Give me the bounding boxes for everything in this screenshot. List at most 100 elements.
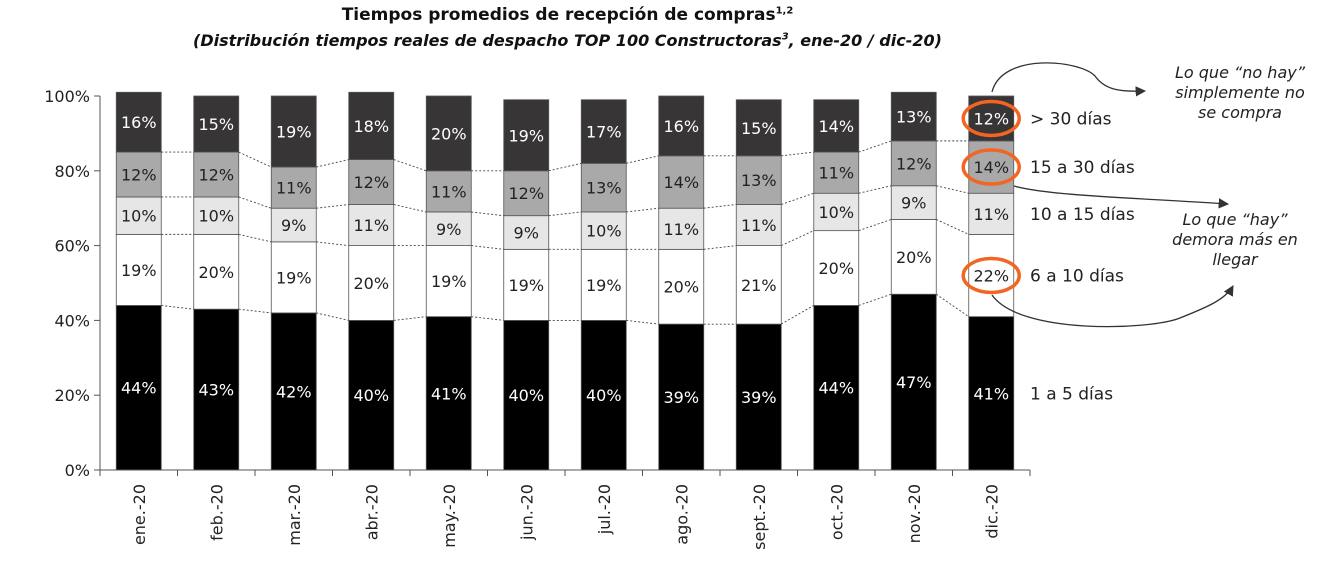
y-tick-label: 20% xyxy=(54,386,90,405)
highlight-ellipse xyxy=(961,148,1021,186)
bar-segment xyxy=(735,155,782,205)
connector-line xyxy=(936,219,969,235)
bar-segment xyxy=(503,248,550,321)
y-tick-label: 0% xyxy=(65,461,90,480)
data-label: 11% xyxy=(818,164,854,183)
data-label: 9% xyxy=(436,220,461,239)
data-label: 19% xyxy=(276,123,312,142)
bar-segment xyxy=(348,204,395,247)
data-label: 20% xyxy=(198,263,234,282)
data-label: 19% xyxy=(586,276,622,295)
bar-segment xyxy=(115,196,162,235)
chart-subtitle: (Distribución tiempos reales de despacho… xyxy=(193,31,942,50)
bar-segment xyxy=(193,196,240,235)
data-label: 9% xyxy=(901,194,926,213)
connector-line xyxy=(393,159,427,172)
bar-segment xyxy=(890,140,937,187)
x-tick-label: jul.-20 xyxy=(595,484,614,535)
connector-line xyxy=(548,211,582,217)
bar-segment xyxy=(580,211,627,250)
bar-segment xyxy=(503,170,550,217)
data-label: 13% xyxy=(586,179,622,198)
bar-segment xyxy=(193,95,240,153)
bar-segment xyxy=(270,241,317,314)
connector-line xyxy=(316,312,349,321)
bar-segment xyxy=(580,99,627,164)
data-label: 16% xyxy=(663,117,699,136)
data-label: 19% xyxy=(431,272,467,291)
connector-line xyxy=(471,211,504,217)
bar-segment xyxy=(968,192,1015,235)
data-label: 39% xyxy=(663,388,699,407)
bar-segment xyxy=(348,245,395,321)
connector-line xyxy=(161,304,194,310)
x-tick-label: sept.-20 xyxy=(750,484,769,550)
bar-segment xyxy=(115,305,162,471)
bar-segment xyxy=(890,219,937,295)
bar-segment xyxy=(115,151,162,198)
bar-segment xyxy=(193,151,240,198)
y-tick-label: 60% xyxy=(54,237,90,256)
x-tick-label: dic.-20 xyxy=(982,484,1001,539)
connector-line xyxy=(935,293,970,318)
connector-line xyxy=(548,162,582,172)
data-label: 11% xyxy=(663,220,699,239)
connector-line xyxy=(781,192,814,205)
data-label: 18% xyxy=(353,117,389,136)
x-tick-label: may.-20 xyxy=(440,484,459,548)
connector-line xyxy=(316,159,349,168)
bar-segment xyxy=(193,233,240,310)
data-label: 19% xyxy=(276,268,312,287)
bar-segment xyxy=(270,95,317,168)
bar-segment xyxy=(425,245,472,318)
bar-segment xyxy=(968,233,1015,318)
data-label: 10% xyxy=(586,222,622,241)
data-label: 20% xyxy=(663,278,699,297)
legend-label: 15 a 30 días xyxy=(1030,158,1135,178)
bar-segment xyxy=(658,207,705,250)
data-label: 10% xyxy=(121,207,157,226)
data-label: 22% xyxy=(973,267,1009,286)
arrow-top-annotation xyxy=(991,62,1147,97)
data-label: 44% xyxy=(121,379,157,398)
bar-segment xyxy=(115,91,162,153)
bar-segment xyxy=(658,155,705,209)
bar-segment xyxy=(503,99,550,172)
data-label: 12% xyxy=(973,109,1009,128)
data-label: 42% xyxy=(276,382,312,401)
connector-line xyxy=(238,233,272,243)
y-tick-label: 80% xyxy=(54,162,90,181)
data-label: 43% xyxy=(198,381,234,400)
bar-segment xyxy=(658,95,705,157)
annotation-top-note: Lo que “no hay” simplemente no se compra xyxy=(1174,63,1306,122)
bar-segment xyxy=(890,293,937,471)
data-label: 41% xyxy=(973,384,1009,403)
data-label: 13% xyxy=(741,171,777,190)
connector-line xyxy=(781,151,814,157)
data-label: 11% xyxy=(276,179,312,198)
x-tick-label: nov.-20 xyxy=(905,484,924,543)
data-label: 20% xyxy=(896,248,932,267)
connector-line xyxy=(858,185,892,194)
arrow-bottom-annotation-1 xyxy=(1013,185,1230,209)
data-label: 12% xyxy=(198,166,234,185)
bar-segment xyxy=(813,99,860,153)
x-tick-label: ago.-20 xyxy=(672,484,691,545)
legend-label: 10 a 15 días xyxy=(1030,205,1135,225)
data-label: 12% xyxy=(353,173,389,192)
connector-line xyxy=(238,196,272,209)
chart-title: Tiempos promedios de recepción de compra… xyxy=(341,5,794,25)
annotation-bottom-note: Lo que “hay” demora más en llegar xyxy=(1172,210,1298,269)
data-label: 19% xyxy=(121,261,157,280)
legend-label: 6 a 10 días xyxy=(1030,267,1124,287)
data-label: 20% xyxy=(353,274,389,293)
bar-segment xyxy=(813,151,860,194)
bar-segment xyxy=(890,91,937,142)
connector-line xyxy=(626,319,659,325)
bar-segment xyxy=(580,248,627,321)
connector-line xyxy=(626,207,659,213)
connector-line xyxy=(703,204,737,209)
x-tick-label: feb.-20 xyxy=(207,484,226,541)
data-label: 19% xyxy=(508,276,544,295)
bar-segment xyxy=(968,316,1015,471)
